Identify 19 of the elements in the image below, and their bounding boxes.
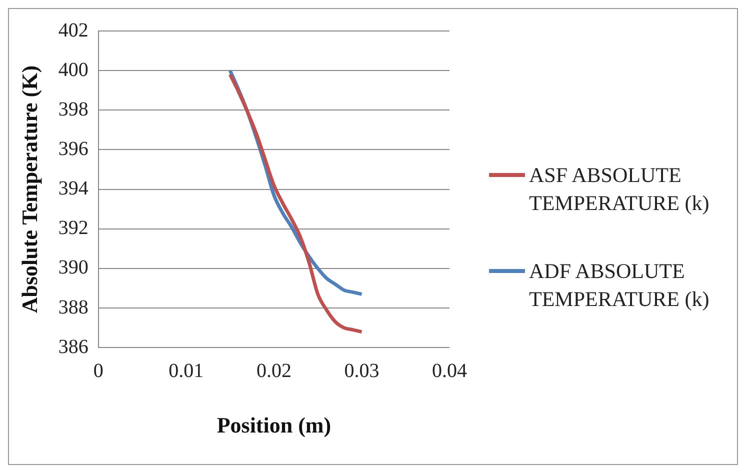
y-tick-label: 400 (58, 58, 88, 81)
y-tick-label: 386 (58, 336, 88, 358)
y-tick-label: 402 (58, 19, 88, 42)
x-axis-title: Position (m) (216, 412, 332, 438)
y-tick-label: 398 (58, 98, 88, 120)
line-series (228, 72, 364, 334)
y-tick-label: 396 (58, 138, 88, 160)
legend-label: ADF ABSOLUTE TEMPERATURE (k) (529, 258, 710, 312)
y-tick-label: 388 (58, 296, 88, 318)
x-tick-label: 0.01 (168, 360, 204, 382)
x-tick-label: 0 (93, 360, 104, 382)
legend-label: ASF ABSOLUTE TEMPERATURE (k) (529, 162, 710, 216)
y-tick-label: 394 (58, 178, 88, 200)
x-tick-label: 0.03 (344, 360, 380, 382)
x-tick-label: 0.04 (432, 360, 467, 382)
y-tick-label: 392 (58, 217, 88, 240)
y-tick-label: 390 (58, 256, 88, 279)
x-tick-label: 0.02 (256, 360, 292, 382)
y-axis-title: Absolute Temperature (K) (16, 65, 42, 314)
